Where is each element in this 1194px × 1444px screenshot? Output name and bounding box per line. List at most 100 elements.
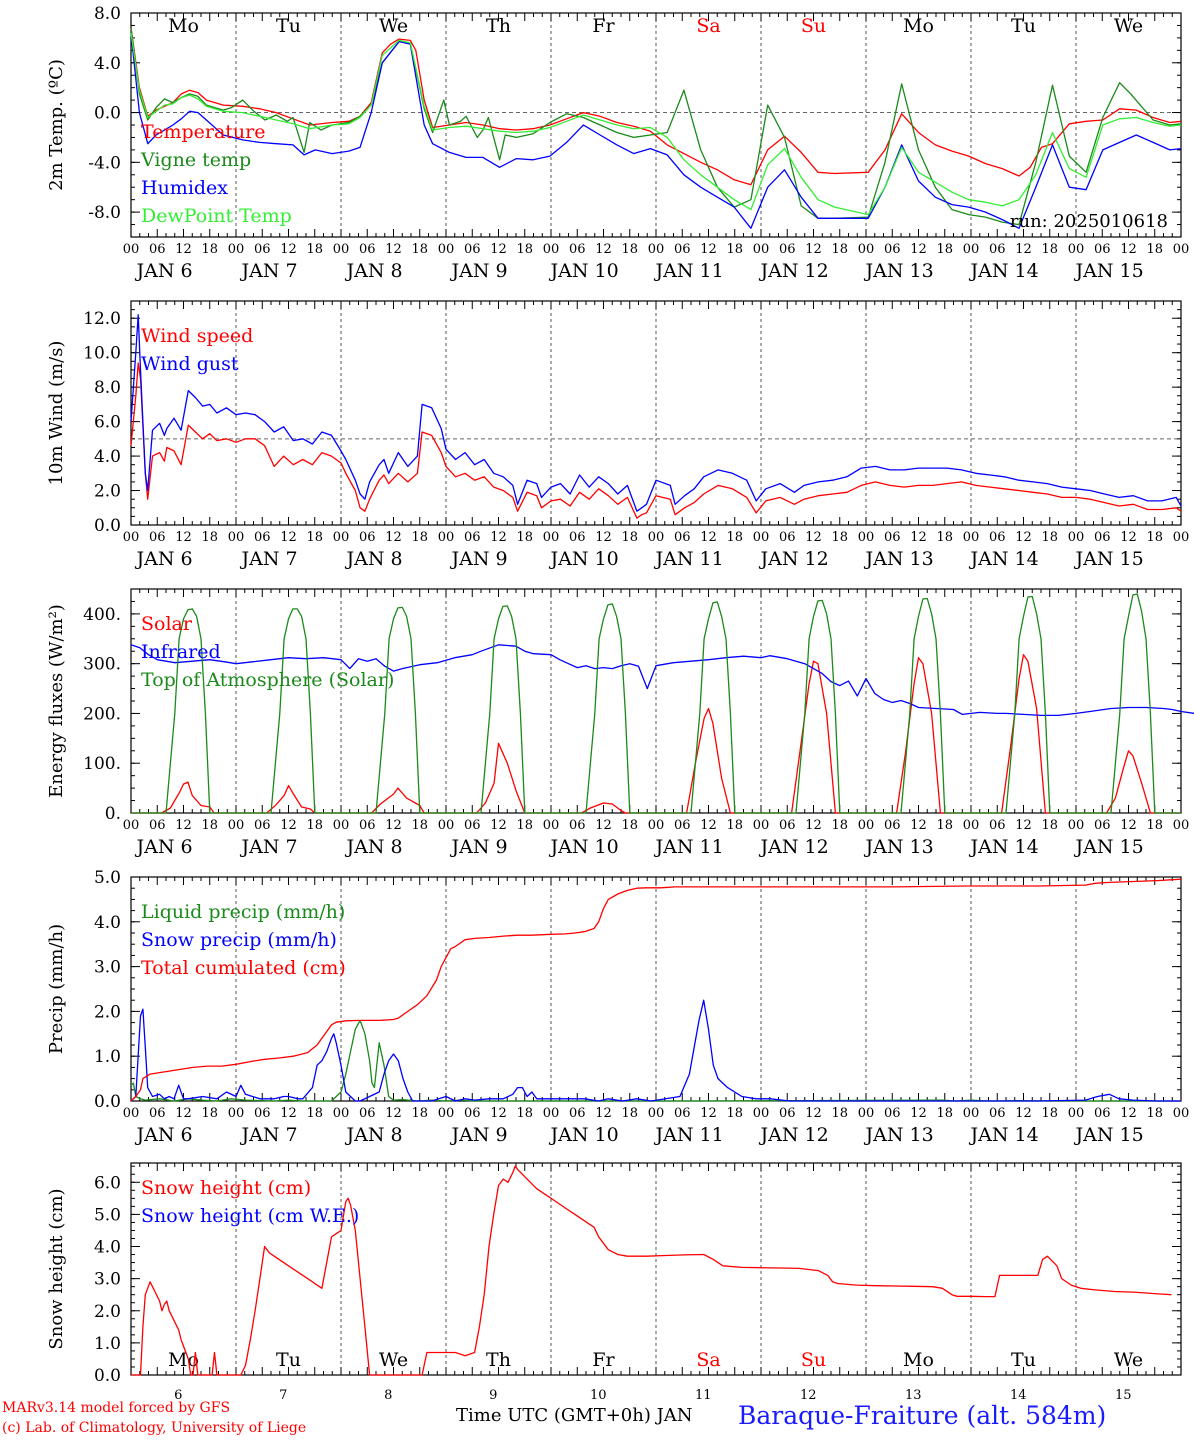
x-hour-label: 12: [1120, 242, 1137, 257]
series-line-snow-height-cm: [131, 1165, 1172, 1376]
legend-entry: Total cumulated (cm): [141, 957, 346, 979]
x-hour-label: 12: [1120, 530, 1137, 545]
x-hour-label: 06: [149, 1106, 166, 1121]
x-hour-label: 00: [648, 530, 665, 545]
x-hour-label: 00: [963, 1106, 980, 1121]
x-date-label: JAN 10: [549, 836, 619, 858]
x-hour-label: 12: [805, 1106, 822, 1121]
x-hour-label: 00: [1173, 242, 1190, 257]
x-hour-label: 18: [1041, 1106, 1058, 1121]
x-hour-label: 18: [516, 818, 533, 833]
weekday-label: Tu: [1011, 15, 1036, 37]
x-hour-label: 00: [333, 242, 350, 257]
y-tick-label: 5.0: [94, 868, 121, 888]
x-hour-label: 06: [149, 242, 166, 257]
x-hour-label: 18: [726, 1106, 743, 1121]
x-date-label: JAN 6: [135, 836, 193, 858]
x-hour-label: 06: [569, 1106, 586, 1121]
x-day-number: 11: [695, 1388, 712, 1403]
x-date-label: JAN 7: [240, 836, 298, 858]
x-date-label: JAN 15: [1074, 836, 1144, 858]
x-hour-label: 06: [884, 242, 901, 257]
x-day-number: 8: [384, 1388, 392, 1403]
x-hour-label: 06: [359, 818, 376, 833]
x-hour-label: 12: [490, 818, 507, 833]
x-date-label: JAN 9: [450, 260, 508, 282]
x-hour-label: 00: [333, 1106, 350, 1121]
x-date-label: JAN 9: [450, 548, 508, 570]
x-hour-label: 00: [228, 818, 245, 833]
x-hour-label: 18: [306, 818, 323, 833]
x-hour-label: 18: [1146, 242, 1163, 257]
x-hour-label: 00: [1173, 1106, 1190, 1121]
x-hour-label: 00: [963, 818, 980, 833]
x-hour-label: 12: [385, 1106, 402, 1121]
x-date-label: JAN 8: [345, 548, 403, 570]
x-hour-label: 00: [753, 242, 770, 257]
x-hour-label: 12: [1015, 1106, 1032, 1121]
x-hour-label: 00: [123, 242, 140, 257]
x-hour-label: 18: [936, 530, 953, 545]
legend-entry: Solar: [141, 613, 193, 635]
y-tick-label: 3.0: [94, 1270, 121, 1290]
y-axis-label: Snow height (cm): [46, 1188, 67, 1349]
x-hour-label: 06: [359, 1106, 376, 1121]
series-line-snow-precip-mm-h: [130, 999, 1181, 1102]
x-hour-label: 00: [543, 818, 560, 833]
x-date-label: JAN 14: [969, 548, 1039, 570]
x-hour-label: 12: [1120, 818, 1137, 833]
y-tick-label: 300.: [83, 655, 121, 675]
y-tick-label: -4.0: [88, 153, 121, 173]
legend-entry: Wind gust: [141, 353, 239, 375]
x-hour-label: 12: [280, 1106, 297, 1121]
x-day-number: 9: [489, 1388, 497, 1403]
x-hour-label: 18: [411, 1106, 428, 1121]
x-hour-label: 00: [123, 1106, 140, 1121]
y-axis-label: Energy fluxes (W/m²): [46, 604, 67, 798]
x-hour-label: 12: [595, 818, 612, 833]
x-hour-label: 00: [438, 242, 455, 257]
x-hour-label: 18: [621, 818, 638, 833]
x-hour-label: 18: [516, 530, 533, 545]
x-hour-label: 12: [175, 242, 192, 257]
x-hour-label: 18: [621, 530, 638, 545]
x-date-label: JAN 6: [135, 260, 193, 282]
x-hour-label: 12: [1015, 818, 1032, 833]
x-hour-label: 06: [464, 530, 481, 545]
series-line-solar: [131, 654, 1181, 814]
y-tick-label: 8.0: [94, 378, 121, 398]
x-hour-label: 00: [543, 242, 560, 257]
y-tick-label: 12.0: [83, 309, 121, 329]
y-tick-label: 100.: [83, 754, 121, 774]
x-date-label: JAN 8: [345, 836, 403, 858]
weekday-label: We: [379, 1349, 408, 1371]
footer-time-axis-label: Time UTC (GMT+0h) JAN: [456, 1405, 693, 1426]
y-tick-label: 0.0: [94, 104, 121, 124]
x-hour-label: 00: [543, 1106, 560, 1121]
x-date-label: JAN 13: [864, 836, 934, 858]
x-hour-label: 18: [411, 530, 428, 545]
x-hour-label: 18: [936, 242, 953, 257]
x-hour-label: 00: [648, 242, 665, 257]
x-hour-label: 18: [306, 242, 323, 257]
weekday-label: We: [1114, 15, 1143, 37]
x-hour-label: 06: [989, 530, 1006, 545]
x-date-label: JAN 10: [549, 548, 619, 570]
x-date-label: JAN 10: [549, 1124, 619, 1146]
x-hour-label: 00: [1068, 1106, 1085, 1121]
x-hour-label: 00: [438, 1106, 455, 1121]
x-hour-label: 00: [858, 818, 875, 833]
weekday-label: Su: [801, 15, 826, 37]
x-hour-label: 12: [910, 1106, 927, 1121]
x-date-label: JAN 6: [135, 1124, 193, 1146]
x-hour-label: 12: [385, 818, 402, 833]
chart-panel-2: 12.0 10.0 8.0 6.0 4.0 2.0 0.0 10m Wind (m/s) 00 0…: [46, 300, 1190, 570]
x-date-label: JAN 11: [654, 1124, 724, 1146]
x-date-label: JAN 11: [654, 836, 724, 858]
y-tick-label: 5.0: [94, 1205, 121, 1225]
x-hour-label: 00: [228, 242, 245, 257]
x-hour-label: 18: [1041, 818, 1058, 833]
x-hour-label: 00: [1173, 530, 1190, 545]
x-date-label: JAN 13: [864, 260, 934, 282]
